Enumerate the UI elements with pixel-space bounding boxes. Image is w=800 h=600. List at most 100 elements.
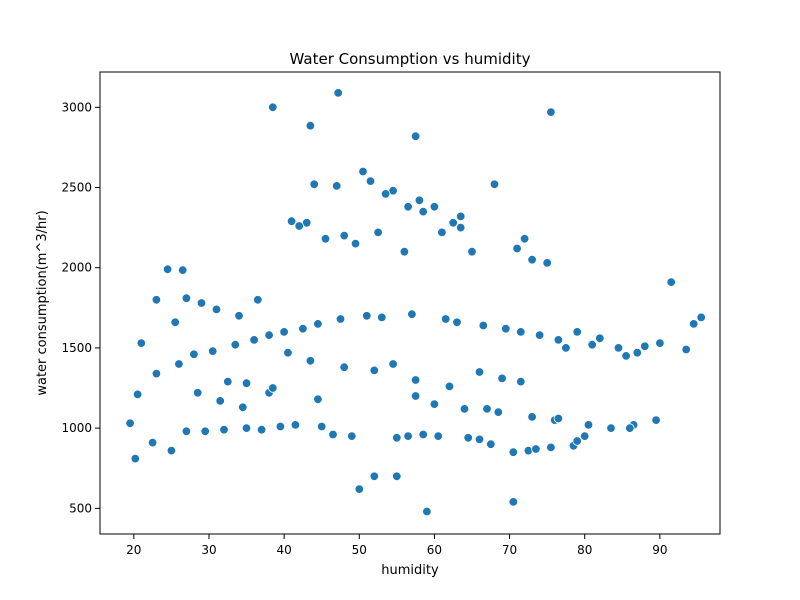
scatter-point xyxy=(621,351,631,361)
scatter-point xyxy=(452,317,462,328)
scatter-point xyxy=(275,421,286,432)
scatter-point xyxy=(640,341,650,352)
scatter-point xyxy=(410,391,421,401)
scatter-points xyxy=(125,88,706,517)
scatter-point xyxy=(474,367,485,377)
scatter-point xyxy=(553,413,564,424)
scatter-point xyxy=(546,107,556,117)
scatter-point xyxy=(572,436,582,446)
scatter-point xyxy=(147,437,158,448)
scatter-point xyxy=(414,195,425,206)
scatter-point xyxy=(448,218,458,228)
scatter-point xyxy=(580,431,590,441)
x-tick-label: 20 xyxy=(126,543,141,557)
scatter-point xyxy=(508,497,519,507)
scatter-point xyxy=(174,359,184,369)
scatter-point xyxy=(696,312,706,323)
scatter-point xyxy=(410,131,421,141)
scatter-point xyxy=(595,333,605,344)
scatter-point xyxy=(489,179,500,190)
scatter-point xyxy=(587,340,597,350)
scatter-point xyxy=(313,394,323,405)
scatter-point xyxy=(373,227,383,238)
scatter-point xyxy=(347,431,357,441)
scatter-point xyxy=(130,453,141,464)
scatter-point xyxy=(125,418,135,429)
scatter-point xyxy=(463,433,473,443)
scatter-point xyxy=(241,378,252,388)
y-tick-label: 2000 xyxy=(61,261,92,275)
scatter-point xyxy=(162,264,173,275)
scatter-point xyxy=(196,298,207,308)
scatter-point xyxy=(527,255,537,265)
x-axis-label: humidity xyxy=(381,563,439,578)
scatter-point xyxy=(207,346,218,356)
scatter-point xyxy=(166,445,177,456)
scatter-point xyxy=(606,423,616,433)
scatter-point xyxy=(388,359,398,369)
scatter-point xyxy=(177,265,188,275)
scatter-point xyxy=(249,335,259,345)
scatter-point xyxy=(403,202,413,212)
x-tick-label: 80 xyxy=(577,543,592,557)
scatter-point xyxy=(264,330,274,340)
scatter-point xyxy=(516,376,526,387)
scatter-point xyxy=(478,320,489,331)
scatter-point xyxy=(441,314,451,324)
scatter-point xyxy=(418,206,428,217)
y-axis-label: water consumption(m^3/hr) xyxy=(35,210,50,395)
scatter-point xyxy=(317,421,327,432)
scatter-point xyxy=(422,506,432,517)
scatter-point xyxy=(333,88,343,98)
scatter-point xyxy=(403,431,413,441)
scatter-point xyxy=(572,327,582,337)
scatter-point xyxy=(369,365,380,376)
y-axis-ticks: 500 1000 1500 2000 2500 3000 xyxy=(61,100,100,515)
scatter-point xyxy=(681,344,691,355)
scatter-point xyxy=(290,420,301,430)
scatter-point xyxy=(241,423,252,433)
scatter-point xyxy=(181,293,192,303)
scatter-point xyxy=(219,425,229,435)
scatter-point xyxy=(339,230,349,241)
scatter-point xyxy=(437,227,447,238)
scatter-point xyxy=(456,222,466,233)
scatter-point xyxy=(305,356,316,366)
x-tick-label: 30 xyxy=(201,543,216,557)
scatter-point xyxy=(309,179,319,190)
plot-frame xyxy=(99,71,721,535)
scatter-point xyxy=(211,304,222,315)
x-axis-ticks: 20 30 40 50 60 70 80 90 xyxy=(126,534,668,557)
scatter-point xyxy=(335,314,346,324)
scatter-point xyxy=(328,429,338,440)
scatter-point xyxy=(516,327,526,337)
scatter-point xyxy=(474,434,485,445)
scatter-point xyxy=(313,319,323,329)
chart-title: Water Consumption vs humidity xyxy=(290,50,531,68)
scatter-point xyxy=(358,166,368,177)
scatter-point xyxy=(365,176,376,186)
scatter-point xyxy=(583,420,594,430)
scatter-point xyxy=(369,471,380,482)
scatter-point xyxy=(418,429,428,440)
y-tick-label: 2500 xyxy=(61,181,92,195)
scatter-point xyxy=(433,431,443,441)
scatter-point xyxy=(666,277,676,287)
x-tick-label: 90 xyxy=(652,543,667,557)
scatter-point xyxy=(531,444,541,454)
scatter-point xyxy=(286,216,297,226)
scatter-point xyxy=(655,338,665,348)
scatter-point xyxy=(377,312,387,323)
scatter-point xyxy=(151,295,162,305)
scatter-point xyxy=(136,338,147,348)
scatter-point xyxy=(486,439,496,449)
scatter-point xyxy=(613,343,624,353)
scatter-point xyxy=(407,309,417,319)
scatter-point xyxy=(456,211,466,222)
scatter-point xyxy=(546,442,556,453)
scatter-point xyxy=(482,404,492,414)
scatter-point xyxy=(493,407,504,417)
scatter-point xyxy=(410,375,421,385)
scatter-point xyxy=(283,348,293,358)
scatter-point xyxy=(429,202,440,212)
